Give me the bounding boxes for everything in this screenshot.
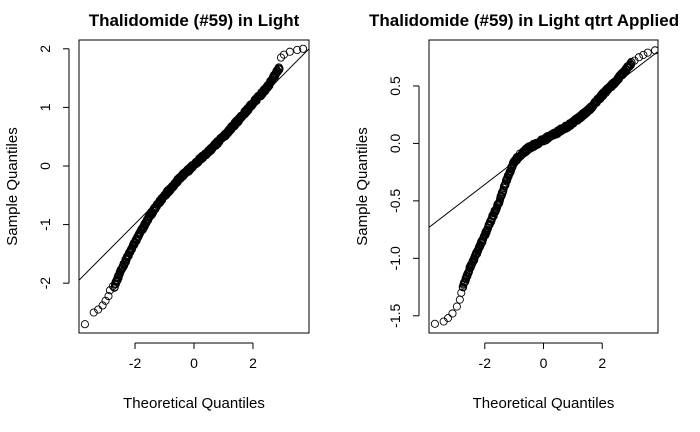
y-tick-label: -2 <box>37 277 53 290</box>
qq-point <box>452 302 461 311</box>
chart-title: Thalidomide (#59) in Light qtrt Applied <box>369 11 679 30</box>
plot-frame <box>78 39 310 334</box>
y-tick-label: -1.5 <box>387 303 403 327</box>
qq-point <box>89 308 98 317</box>
x-tick-label: 2 <box>249 355 257 371</box>
qq-point <box>275 64 284 73</box>
y-tick-label: -0.5 <box>387 189 403 213</box>
qq-point <box>299 44 308 53</box>
qq-plot-panel-light: Thalidomide (#59) in Light -2 0 2 -2 -1 0 1 2 The… <box>4 11 310 412</box>
qq-point <box>105 286 115 295</box>
y-tick-label: 1 <box>37 103 53 111</box>
y-tick-label: -1 <box>37 218 53 231</box>
qq-point <box>285 47 294 56</box>
y-axis-label: Sample Quantiles <box>354 127 371 245</box>
qq-point <box>94 305 103 314</box>
qq-point <box>80 320 89 329</box>
x-tick-label: 2 <box>598 355 606 371</box>
x-axis-label: Theoretical Quantiles <box>473 395 615 412</box>
x-tick-label: -2 <box>479 355 492 371</box>
plot-area <box>79 44 309 329</box>
qq-point <box>639 50 648 59</box>
qq-point <box>455 295 464 304</box>
y-tick-label: 0.5 <box>387 76 403 96</box>
qq-point <box>276 53 286 62</box>
y-tick-label: -1.0 <box>387 246 403 270</box>
qq-point <box>444 314 453 323</box>
qq-plot-panel-qtrt-applied: Thalidomide (#59) in Light qtrt Applied -… <box>354 11 679 412</box>
qq-point <box>651 46 658 55</box>
qq-point <box>643 48 652 57</box>
qq-point <box>489 211 498 221</box>
qq-point <box>101 296 110 305</box>
y-axis-label: Sample Quantiles <box>4 127 21 245</box>
y-tick-label: 0 <box>37 162 53 170</box>
qq-point <box>104 292 113 301</box>
plot-frame <box>428 39 659 334</box>
x-tick-label: -2 <box>129 355 142 371</box>
qq-point <box>98 301 107 310</box>
qq-point <box>430 319 439 328</box>
x-axis-label: Theoretical Quantiles <box>123 395 265 412</box>
qq-point <box>293 45 302 55</box>
x-tick-label: 0 <box>190 355 198 371</box>
qq-point <box>114 273 123 283</box>
chart-title: Thalidomide (#59) in Light <box>89 11 300 30</box>
plot-area <box>429 46 658 328</box>
y-tick-label: 2 <box>37 45 53 53</box>
y-tick-label: 0.0 <box>387 133 403 153</box>
qq-point <box>448 309 457 318</box>
qq-point <box>108 282 117 291</box>
qq-point <box>457 288 466 297</box>
x-tick-label: 0 <box>540 355 548 371</box>
qq-point <box>634 53 643 62</box>
